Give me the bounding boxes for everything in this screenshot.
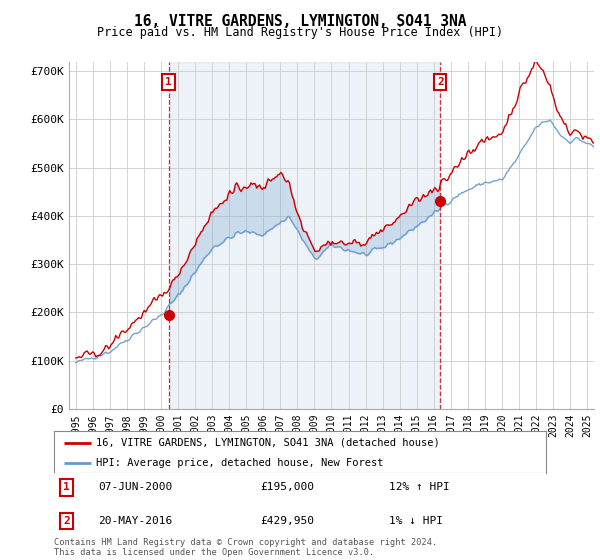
Text: 16, VITRE GARDENS, LYMINGTON, SO41 3NA: 16, VITRE GARDENS, LYMINGTON, SO41 3NA bbox=[134, 14, 466, 29]
Text: 1% ↓ HPI: 1% ↓ HPI bbox=[389, 516, 443, 526]
Text: 20-MAY-2016: 20-MAY-2016 bbox=[98, 516, 173, 526]
Text: 16, VITRE GARDENS, LYMINGTON, SO41 3NA (detached house): 16, VITRE GARDENS, LYMINGTON, SO41 3NA (… bbox=[96, 438, 440, 448]
Text: 12% ↑ HPI: 12% ↑ HPI bbox=[389, 482, 449, 492]
Text: 1: 1 bbox=[165, 77, 172, 87]
Text: HPI: Average price, detached house, New Forest: HPI: Average price, detached house, New … bbox=[96, 458, 383, 468]
Text: 2: 2 bbox=[437, 77, 443, 87]
Text: Price paid vs. HM Land Registry's House Price Index (HPI): Price paid vs. HM Land Registry's House … bbox=[97, 26, 503, 39]
Text: 1: 1 bbox=[63, 482, 70, 492]
Text: £429,950: £429,950 bbox=[260, 516, 314, 526]
Text: 2: 2 bbox=[63, 516, 70, 526]
Text: 07-JUN-2000: 07-JUN-2000 bbox=[98, 482, 173, 492]
Text: £195,000: £195,000 bbox=[260, 482, 314, 492]
Bar bbox=[169, 62, 440, 409]
Text: Contains HM Land Registry data © Crown copyright and database right 2024.
This d: Contains HM Land Registry data © Crown c… bbox=[54, 538, 437, 557]
